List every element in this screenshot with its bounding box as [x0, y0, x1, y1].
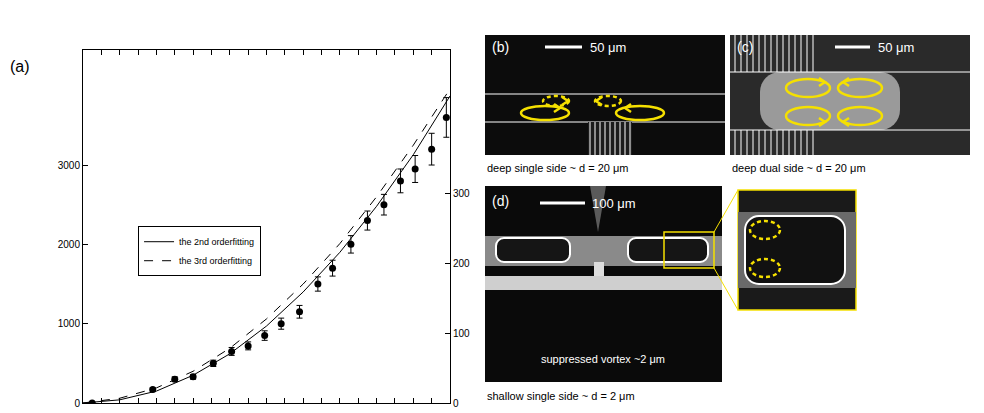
svg-text:suppressed vortex ~2 μm: suppressed vortex ~2 μm — [541, 353, 665, 365]
html-text:(a): (a) — [10, 58, 30, 75]
svg-text:(c): (c) — [737, 39, 753, 55]
svg-text:100 μm: 100 μm — [592, 196, 636, 211]
svg-text:50 μm: 50 μm — [878, 40, 914, 55]
svg-text:50 μm: 50 μm — [590, 40, 626, 55]
svg-text:shallow single side ~ d = 2 μm: shallow single side ~ d = 2 μm — [487, 390, 635, 402]
svg-text:the 3rd orderfitting: the 3rd orderfitting — [179, 256, 252, 266]
svg-text:3000: 3000 — [58, 160, 81, 171]
svg-text:200: 200 — [453, 258, 470, 269]
svg-text:0: 0 — [74, 398, 80, 409]
svg-text:deep single side ~ d = 20 μm: deep single side ~ d = 20 μm — [487, 162, 629, 174]
svg-text:deep dual side ~ d = 20 μm: deep dual side ~ d = 20 μm — [732, 162, 866, 174]
svg-text:1000: 1000 — [58, 318, 81, 329]
svg-text:(d): (d) — [492, 193, 509, 209]
svg-text:(b): (b) — [492, 39, 509, 55]
svg-text:0: 0 — [453, 398, 459, 409]
svg-text:100: 100 — [453, 328, 470, 339]
svg-text:the 2nd orderfitting: the 2nd orderfitting — [179, 237, 254, 247]
svg-text:2000: 2000 — [58, 239, 81, 250]
svg-text:300: 300 — [453, 188, 470, 199]
